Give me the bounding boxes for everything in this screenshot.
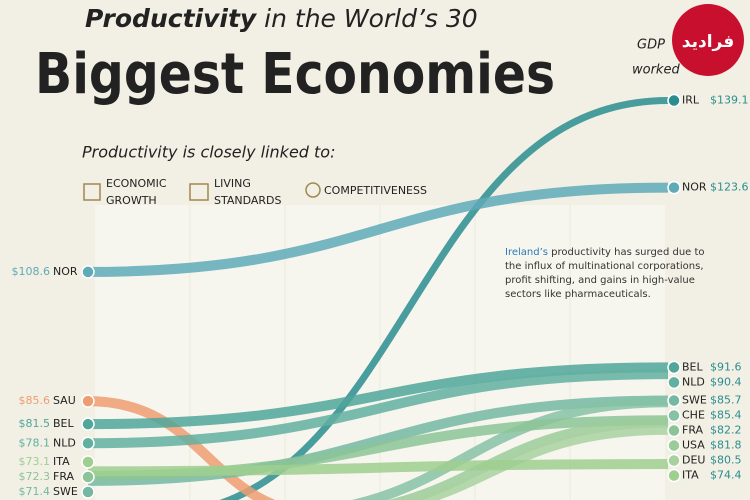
flag — [667, 438, 681, 453]
series-curve — [351, 397, 669, 500]
value-label: $71.4 — [19, 485, 51, 498]
flag — [81, 455, 95, 469]
country-label: BEL — [53, 417, 74, 430]
value-label: $139.1 — [710, 94, 749, 107]
series-curve — [87, 396, 276, 500]
value-label: $81.5 — [19, 417, 51, 430]
value-label: $74.4 — [710, 469, 742, 482]
value-label: $91.6 — [710, 360, 742, 373]
icon-row: ECONOMIC GROWTH LIVING STANDARDS COMPETITIVE… — [83, 177, 427, 207]
flag — [667, 180, 681, 195]
flag — [81, 265, 95, 279]
country-label: SAU — [53, 394, 76, 407]
country-label: FRA — [53, 470, 75, 483]
title-rest: in the World’s 30 — [256, 4, 478, 33]
flag — [81, 394, 95, 408]
value-label: $123.6 — [710, 181, 749, 194]
value-label: $85.7 — [710, 394, 742, 407]
country-label: NLD — [682, 375, 705, 388]
value-label: $72.3 — [19, 470, 51, 483]
logo-text: فرادید — [682, 32, 734, 52]
header-worked: worked — [632, 63, 680, 78]
value-label: $108.6 — [12, 265, 51, 278]
value-label: $80.5 — [710, 454, 742, 467]
country-label: SWE — [682, 394, 707, 407]
country-label: BEL — [682, 360, 703, 373]
icon-label: ECONOMIC — [106, 177, 167, 190]
flag — [81, 417, 95, 431]
flag — [667, 468, 681, 483]
icon-label: STANDARDS — [214, 194, 282, 207]
series-curve — [87, 459, 669, 477]
headline: Biggest Economies — [35, 42, 555, 107]
series-curve — [87, 362, 669, 430]
series-curve — [87, 369, 669, 449]
country-label: IRL — [682, 94, 700, 107]
title: Productivity in the World’s 30 — [85, 4, 478, 33]
annotation: Ireland’s productivity has surged due to… — [505, 247, 705, 300]
flag — [81, 436, 95, 451]
country-label: CHE — [682, 409, 705, 422]
value-label: $81.8 — [710, 439, 742, 452]
value-label: $85.6 — [19, 394, 51, 407]
flag — [667, 360, 681, 375]
value-label: $73.1 — [19, 455, 51, 468]
country-label: SWE — [53, 485, 78, 498]
annotation-text: productivity has surged due to the influ… — [505, 247, 705, 300]
country-label: DEU — [682, 454, 705, 467]
flag — [667, 423, 681, 438]
series-curve — [87, 182, 669, 277]
value-label: $85.4 — [710, 409, 742, 422]
header-gdp: GDP — [637, 38, 665, 53]
country-label: NOR — [682, 181, 707, 194]
flag — [667, 93, 681, 108]
icon-label: LIVING — [214, 177, 251, 190]
value-label: $78.1 — [19, 436, 51, 449]
value-label: $90.4 — [710, 375, 742, 388]
logo — [672, 4, 744, 76]
annotation-highlight: Ireland’s — [505, 247, 548, 258]
country-label: ITA — [682, 469, 699, 482]
icon-label: GROWTH — [106, 194, 157, 207]
country-label: ITA — [53, 455, 70, 468]
flag — [667, 393, 681, 408]
country-label: NLD — [53, 436, 76, 449]
flag — [667, 375, 681, 390]
icon-label: COMPETITIVENESS — [324, 184, 427, 197]
value-label: $82.2 — [710, 424, 742, 437]
country-label: USA — [682, 439, 705, 452]
flag — [81, 470, 95, 484]
flag — [667, 408, 681, 423]
country-label: FRA — [682, 424, 704, 437]
title-bold: Productivity — [85, 4, 258, 33]
subtitle: Productivity is closely linked to: — [82, 143, 335, 162]
series-curve — [404, 424, 669, 500]
flag — [81, 485, 95, 499]
flag — [667, 453, 681, 468]
country-label: NOR — [53, 265, 78, 278]
